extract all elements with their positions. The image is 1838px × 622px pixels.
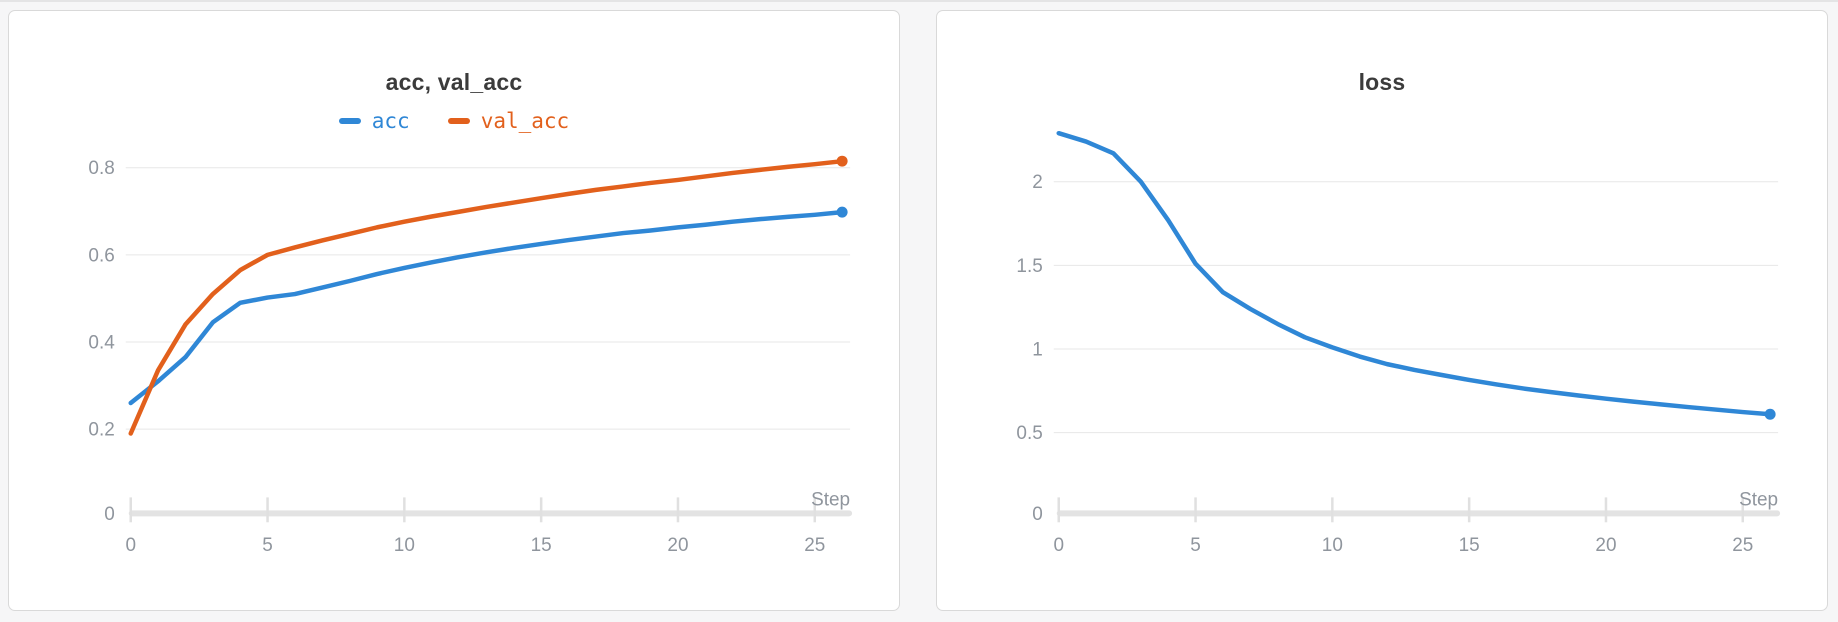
y-axis-tick-label: 0.4 <box>88 332 114 353</box>
x-axis-tick <box>403 497 406 523</box>
y-axis-tick-label: 1 <box>1032 340 1043 361</box>
series-line-loss[interactable] <box>1056 130 1773 417</box>
legend-item-val_acc: val_acc <box>447 108 570 133</box>
x-axis-tick <box>1057 497 1060 523</box>
chart-legend: acc val_acc <box>9 109 899 133</box>
x-axis-tick-label: 5 <box>262 535 273 556</box>
x-axis-tick-label: 10 <box>1322 535 1343 556</box>
top-divider <box>0 0 1838 2</box>
x-axis-tick-label: 0 <box>1053 535 1064 556</box>
acc-val-acc-plot-area[interactable]: 0 0.2 0.4 0.6 0.8 0 5 10 15 20 25 Step <box>9 11 899 610</box>
x-axis-tick-label: 20 <box>667 535 688 556</box>
x-axis-tick-label: 0 <box>125 535 136 556</box>
x-axis-tick <box>1194 497 1197 523</box>
series-line-val_acc[interactable] <box>128 158 845 436</box>
x-axis-line <box>1056 510 1781 517</box>
legend-swatch-acc <box>338 118 361 124</box>
x-axis-tick-label: 20 <box>1595 535 1616 556</box>
x-axis-tick <box>266 497 269 523</box>
legend-swatch-val_acc <box>447 118 470 124</box>
y-axis-tick-label: 0 <box>1032 504 1043 525</box>
y-axis-tick-label: 0.5 <box>1016 423 1042 444</box>
x-axis-tick <box>1741 497 1745 523</box>
x-axis-tick-label: 5 <box>1190 535 1201 556</box>
x-axis-tick <box>129 497 132 523</box>
series-endpoint-dot-val_acc[interactable] <box>836 155 848 167</box>
x-axis-tick <box>1467 497 1471 523</box>
y-axis-tick-label: 0 <box>104 504 115 525</box>
panel-loss[interactable]: loss 0 0.5 1 1.5 2 0 5 10 15 20 25 Step <box>936 10 1828 611</box>
x-axis-tick-label: 25 <box>804 535 825 556</box>
y-axis-tick-label: 2 <box>1032 172 1043 193</box>
x-axis-tick <box>676 497 680 523</box>
x-axis-title: Step <box>1739 489 1778 510</box>
y-axis-tick-label: 1.5 <box>1016 256 1042 277</box>
legend-label: val_acc <box>480 108 570 133</box>
x-axis-tick-label: 15 <box>531 535 552 556</box>
chart-title-acc-val-acc: acc, val_acc <box>385 69 523 95</box>
x-axis-tick <box>813 497 817 523</box>
x-axis-tick-label: 25 <box>1732 535 1753 556</box>
y-axis-tick-label: 0.2 <box>88 420 114 441</box>
y-axis-tick-label: 0.6 <box>88 245 114 266</box>
x-axis-tick <box>1604 497 1608 523</box>
x-axis-title: Step <box>811 489 850 510</box>
panel-acc-val-acc[interactable]: acc, val_acc acc val_acc 0 0.2 0.4 0.6 0.8 0 5 1… <box>8 10 900 611</box>
series-line-acc[interactable] <box>128 209 845 406</box>
x-axis-tick <box>539 497 543 523</box>
legend-label: acc <box>371 108 410 133</box>
series-endpoint-dot-loss[interactable] <box>1764 408 1776 420</box>
y-axis-tick-label: 0.8 <box>88 158 114 179</box>
x-axis-tick-label: 15 <box>1459 535 1480 556</box>
x-axis-tick <box>1331 497 1334 523</box>
x-axis-line <box>128 510 853 517</box>
x-axis-tick-label: 10 <box>394 535 415 556</box>
chart-title-loss: loss <box>1358 69 1406 95</box>
series-endpoint-dot-acc[interactable] <box>836 206 848 218</box>
legend-item-acc: acc <box>338 108 410 133</box>
